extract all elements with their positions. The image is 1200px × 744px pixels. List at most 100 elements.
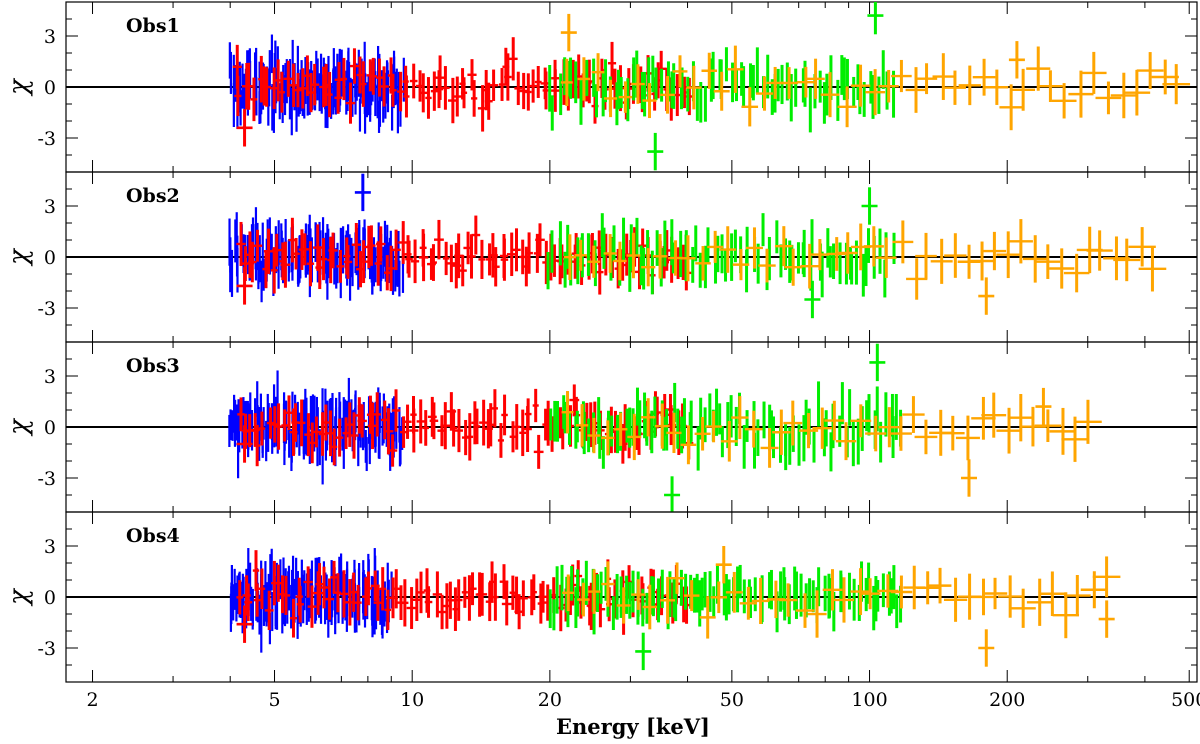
panel-1: -3 0 3 χ Obs1	[4, 1, 1198, 173]
green-data-point	[635, 632, 652, 671]
red-data-point	[280, 241, 291, 288]
orange-data-point	[755, 76, 773, 111]
y-tick-label: 0	[44, 417, 56, 439]
orange-data-point	[1011, 68, 1036, 111]
orange-data-point	[914, 419, 938, 455]
red-data-point	[484, 82, 493, 120]
orange-data-point	[1038, 70, 1063, 103]
red-data-point	[274, 564, 282, 602]
orange-data-point	[928, 567, 952, 604]
red-data-point	[389, 73, 397, 107]
red-data-point	[467, 234, 476, 279]
red-data-point	[499, 564, 509, 600]
orange-data-point	[587, 569, 601, 614]
red-data-point	[336, 249, 345, 283]
red-data-point	[339, 570, 349, 618]
red-data-point	[477, 572, 488, 616]
green-data-point	[869, 343, 886, 382]
orange-data-point	[713, 71, 730, 111]
red-data-point	[349, 412, 359, 459]
y-axis-label: χ	[4, 417, 34, 437]
red-data-point	[435, 55, 445, 100]
red-data-point	[550, 69, 560, 112]
orange-data-point	[859, 578, 881, 610]
green-data-point	[647, 132, 664, 171]
orange-data-point	[961, 459, 978, 497]
red-data-point	[376, 226, 386, 262]
orange-data-point	[741, 87, 759, 127]
red-data-point	[491, 247, 500, 287]
x-tick-label: 200	[989, 689, 1025, 711]
orange-data-point	[641, 248, 656, 287]
orange-data-point	[772, 409, 791, 455]
orange-data-point	[1008, 219, 1033, 264]
orange-data-point	[982, 577, 1008, 610]
red-data-point	[442, 241, 450, 276]
orange-data-point	[865, 415, 887, 452]
orange-data-point	[587, 417, 601, 454]
panel-label: Obs4	[126, 525, 180, 547]
red-data-point	[310, 63, 320, 106]
red-data-point	[512, 228, 521, 272]
panel-4: -3 0 3 χ Obs4	[4, 511, 1198, 683]
red-data-point	[283, 60, 294, 97]
red-data-point	[492, 573, 499, 621]
orange-data-point	[683, 580, 700, 612]
orange-data-point	[807, 590, 827, 638]
red-data-point	[441, 66, 450, 110]
orange-data-point	[680, 425, 697, 465]
orange-data-point	[892, 220, 914, 264]
orange-data-point	[981, 392, 1007, 438]
red-data-point	[432, 571, 443, 618]
orange-data-point	[978, 629, 995, 667]
red-data-point	[244, 583, 253, 622]
orange-data-point	[778, 583, 798, 617]
red-data-point	[525, 232, 533, 274]
orange-data-point	[1162, 64, 1191, 105]
panel-label: Obs2	[126, 185, 180, 207]
orange-data-point	[890, 575, 913, 609]
red-data-point	[384, 255, 391, 291]
y-tick-label: -3	[37, 128, 56, 150]
red-data-point	[354, 584, 362, 621]
x-tick-label: 50	[720, 689, 744, 711]
red-data-point	[236, 580, 244, 615]
red-data-point	[264, 590, 274, 631]
red-data-point	[250, 77, 258, 122]
orange-data-point	[560, 58, 573, 107]
orange-data-point	[618, 81, 633, 113]
orange-data-point	[915, 232, 937, 280]
panel-3: -3 0 3 χ Obs3	[4, 341, 1198, 513]
red-data-point	[236, 267, 253, 305]
red-data-point	[533, 434, 544, 469]
orange-data-point	[715, 546, 732, 584]
red-data-point	[324, 578, 335, 620]
red-data-point	[281, 575, 291, 616]
orange-data-point	[916, 571, 939, 605]
orange-data-point	[905, 67, 927, 113]
orange-data-point	[1098, 600, 1115, 638]
orange-data-point	[686, 65, 702, 110]
red-data-point	[281, 409, 288, 442]
orange-data-point	[1035, 387, 1052, 426]
red-data-point	[357, 404, 367, 438]
orange-data-point	[784, 248, 803, 286]
red-data-point	[300, 233, 309, 266]
red-data-point	[471, 80, 478, 117]
y-tick-label: 3	[44, 366, 56, 388]
red-data-point	[303, 566, 313, 598]
orange-data-point	[695, 246, 711, 281]
orange-data-point	[705, 410, 722, 443]
orange-data-point	[837, 86, 857, 128]
red-data-point	[387, 434, 398, 467]
red-data-point	[379, 66, 389, 107]
red-data-point	[367, 225, 376, 266]
red-data-point	[411, 239, 420, 284]
red-data-point	[440, 402, 451, 450]
orange-data-point	[943, 577, 968, 622]
red-data-point	[262, 67, 272, 107]
orange-data-point	[902, 396, 925, 433]
orange-data-point	[1136, 52, 1164, 90]
red-data-point	[471, 215, 481, 255]
